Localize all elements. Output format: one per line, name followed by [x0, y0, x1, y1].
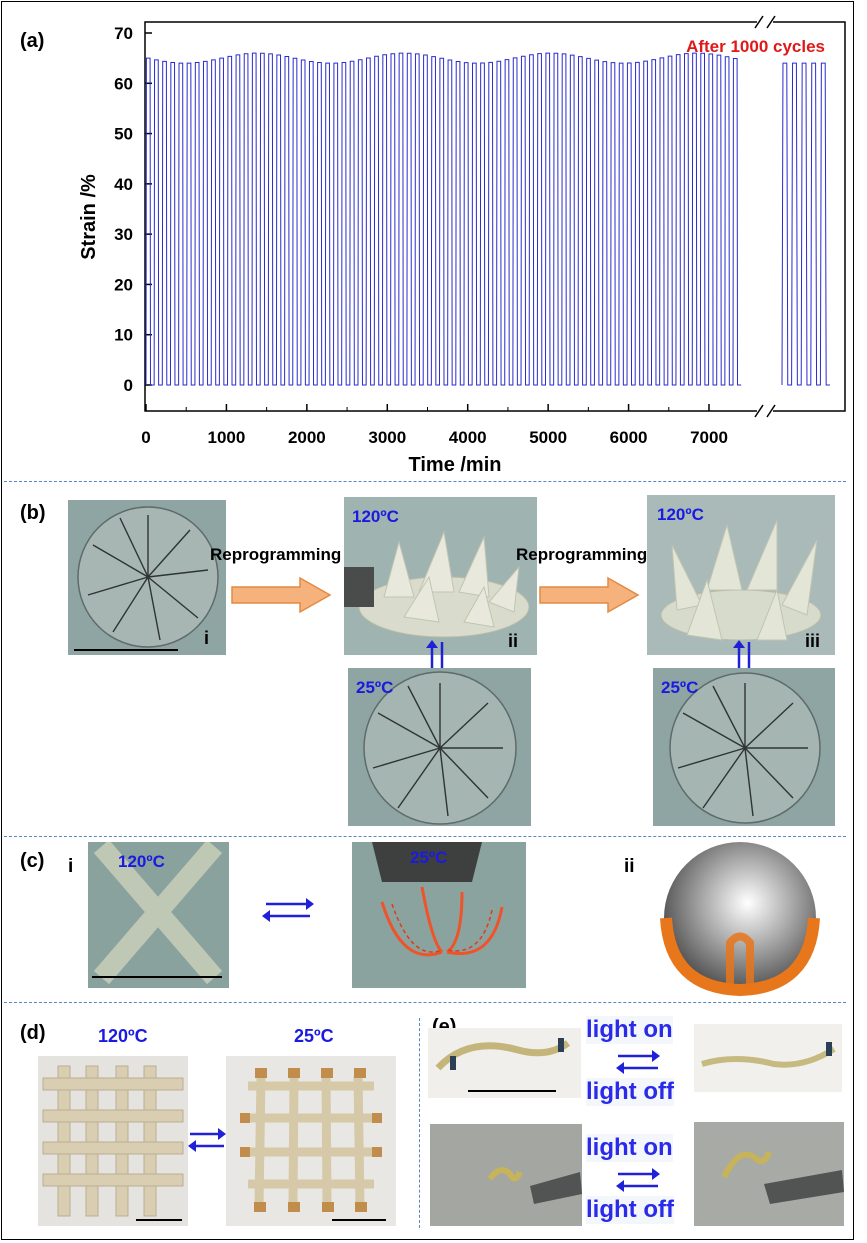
axis-break-mark: [754, 15, 764, 29]
c-temp-cold: 25ºC: [410, 848, 448, 867]
axis-break-mark: [754, 404, 764, 418]
x-tick-label: 5000: [529, 428, 567, 447]
axis-break-mark: [766, 15, 776, 29]
panel-b-label: (b): [20, 502, 46, 524]
photo-disk-iii-cold: 25ºC: [653, 668, 835, 826]
y-tick-label: 70: [114, 24, 133, 43]
c-scale-bar: [92, 976, 222, 978]
photo-coil-1: [430, 1124, 582, 1226]
d-scale-bar-2: [332, 1219, 386, 1221]
annotation-after-cycles: After 1000 cycles: [686, 37, 825, 56]
y-tick-label: 0: [124, 376, 133, 395]
x-tick-label: 6000: [610, 428, 648, 447]
photo-crown-ii: 120ºC ii: [344, 497, 537, 655]
e-light-on-2: light on: [586, 1134, 673, 1162]
y-axis-label: Strain /%: [78, 174, 100, 260]
d-temp-hot: 120ºC: [98, 1026, 148, 1046]
photo-coil-2: [694, 1122, 844, 1226]
axis-break-mark: [766, 404, 776, 418]
y-tick-label: 60: [114, 74, 133, 93]
orange-arrow-2: [539, 576, 640, 614]
x-tick-label: 0: [141, 428, 150, 447]
orange-arrow-1: [231, 576, 332, 614]
panel-d-label: (d): [20, 1022, 46, 1044]
photo-strip-on: [428, 1028, 581, 1098]
plot-frame: [144, 21, 846, 412]
e-light-on-1: light on: [586, 1016, 673, 1044]
x-tick-label: 4000: [449, 428, 487, 447]
roman-i-label: i: [204, 628, 210, 648]
divider-cd: [4, 1002, 846, 1003]
temp-cold-iii: 25ºC: [661, 678, 699, 697]
c-roman-ii: ii: [624, 856, 635, 877]
sphere-gripper-diagram: [660, 842, 820, 997]
reprogramming-label-2: Reprogramming: [516, 545, 648, 564]
roman-ii-label: ii: [508, 631, 519, 651]
divider-ab: [4, 481, 846, 482]
panel-a-label: (a): [20, 30, 45, 52]
divider-de: [419, 1018, 420, 1228]
x-tick-label: 2000: [288, 428, 326, 447]
divider-bc: [4, 836, 846, 837]
photo-disk-ii-cold: 25ºC: [348, 668, 531, 826]
photo-grid-cold: [226, 1056, 396, 1226]
photo-strip-off: [694, 1024, 842, 1092]
x-axis-label: Time /min: [409, 454, 502, 476]
c-reversible-arrows: [262, 898, 314, 922]
y-tick-label: 30: [114, 225, 133, 244]
x-tick-label: 3000: [368, 428, 406, 447]
d-scale-bar-1: [136, 1219, 182, 1221]
e-light-off-2: light off: [586, 1196, 674, 1224]
e-light-off-1: light off: [586, 1078, 674, 1106]
photo-grid-hot: [38, 1056, 188, 1226]
y-tick-label: 40: [114, 175, 133, 194]
d-temp-cold: 25ºC: [294, 1026, 334, 1046]
temp-hot-iii: 120ºC: [657, 505, 704, 524]
photo-gripper: 25ºC: [352, 842, 526, 988]
d-reversible-arrows: [188, 1128, 226, 1152]
roman-iii-label: iii: [805, 631, 821, 651]
e-reversible-arrows-1: [616, 1050, 660, 1074]
c-roman-i: i: [68, 856, 74, 877]
x-tick-label: 7000: [690, 428, 728, 447]
e-reversible-arrows-2: [616, 1168, 660, 1192]
x-tick-label: 1000: [208, 428, 246, 447]
y-tick-label: 20: [114, 275, 133, 294]
photo-x-shape: 120ºC: [88, 842, 229, 988]
strain-line-before-break: [145, 52, 742, 386]
strain-line-after-break: [781, 62, 830, 386]
temp-hot-ii: 120ºC: [352, 507, 399, 526]
c-temp-hot: 120ºC: [118, 852, 165, 871]
scale-bar: [74, 649, 178, 651]
photo-crown-iii: 120ºC iii: [647, 495, 835, 655]
photo-disk-initial: i: [68, 500, 226, 655]
strain-chart: 0 10 20 30 40 50 60 70 0 1000 2000 3000 4000 5000 6000…: [78, 15, 846, 476]
temp-cold-ii: 25ºC: [356, 678, 394, 697]
reprogramming-label-1: Reprogramming: [210, 545, 342, 564]
y-tick-label: 50: [114, 125, 133, 144]
y-tick-label: 10: [114, 326, 133, 345]
panel-c-label: (c): [20, 850, 45, 872]
e-scale-bar: [468, 1090, 556, 1092]
